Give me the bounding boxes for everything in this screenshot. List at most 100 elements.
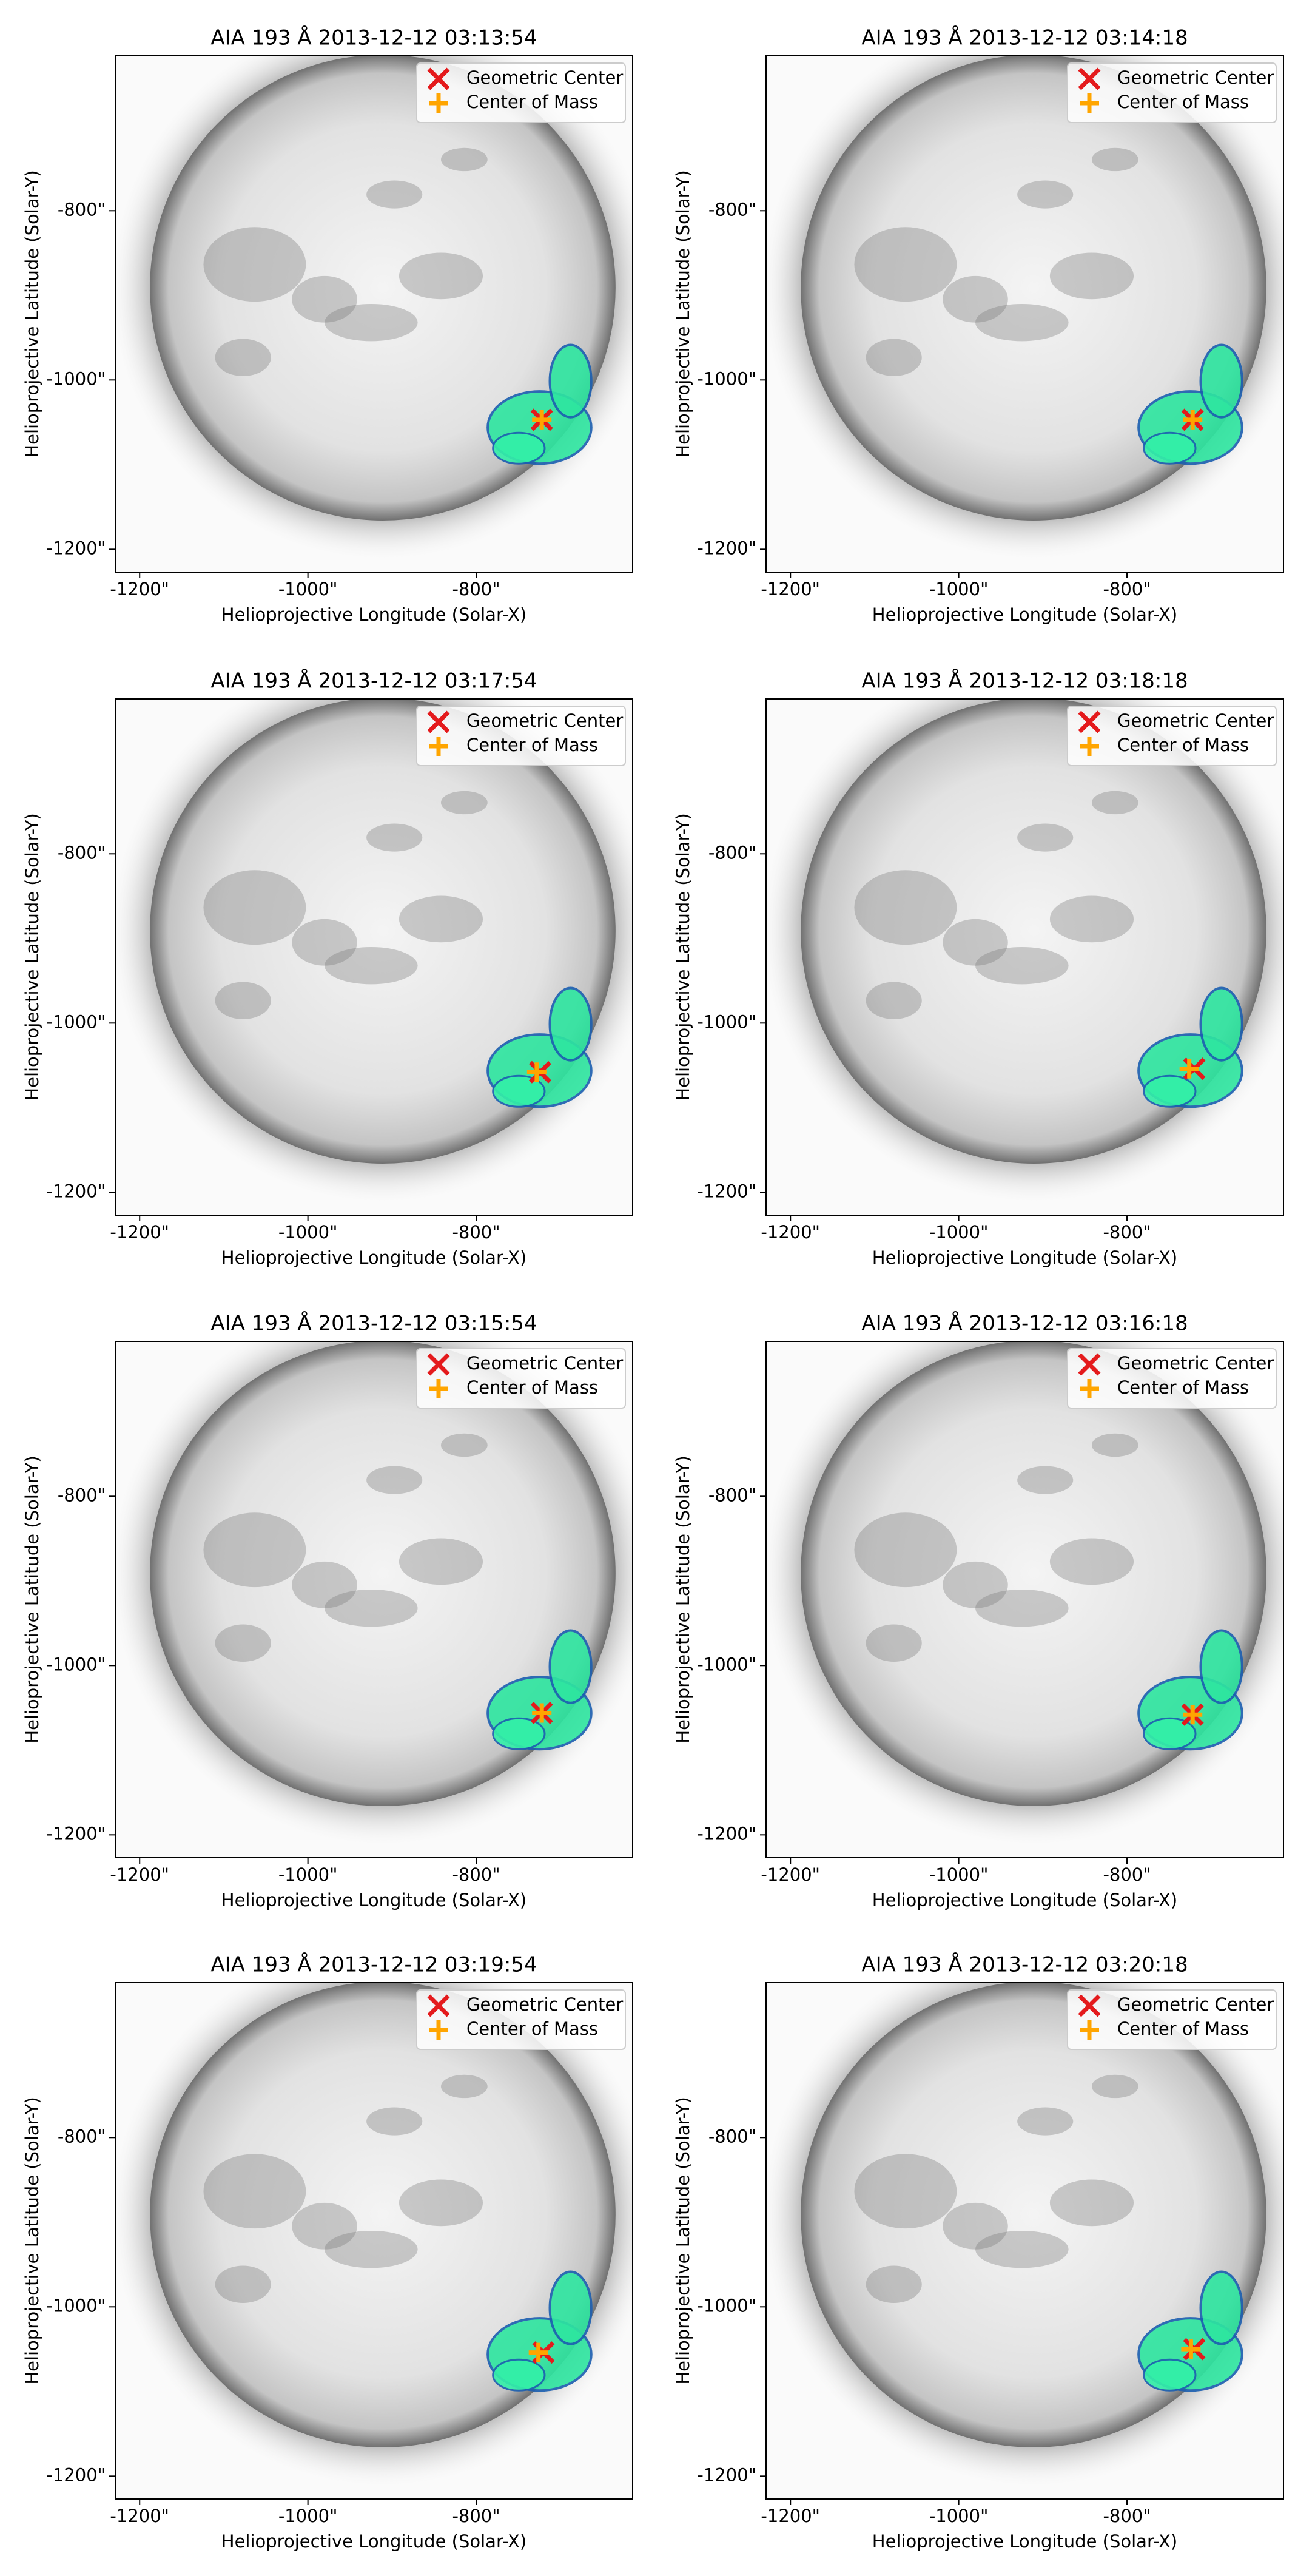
dark-region: [1049, 2179, 1134, 2227]
dark-region: [1017, 823, 1074, 852]
legend-box: [416, 62, 626, 123]
marker-stroke: [1078, 710, 1101, 733]
center-of-mass-marker: [1080, 2020, 1099, 2040]
y-axis-label: Helioprojective Latitude (Solar-Y): [22, 170, 42, 457]
dimming-region: [1143, 431, 1197, 465]
axes-frame: [115, 1982, 633, 2500]
dark-region: [943, 275, 1008, 323]
center-of-mass-marker: [1183, 410, 1203, 430]
dark-region: [325, 303, 418, 342]
y-axis-label: Helioprojective Latitude (Solar-Y): [673, 170, 693, 457]
x-tick-label: -800": [452, 579, 500, 599]
marker-stroke: [427, 710, 450, 733]
legend-box: [1067, 1989, 1277, 2050]
dark-region: [292, 1561, 357, 1608]
dark-region: [366, 1466, 423, 1494]
x-tick-label: -1000": [929, 1864, 989, 1885]
panel: -1200" -1000" -800" -1200" -1000" -800" AIA 19…: [22, 669, 633, 1268]
center-of-mass-marker: [1080, 1379, 1099, 1398]
dimming-region: [548, 1629, 593, 1704]
center-of-mass-marker: [429, 2020, 448, 2040]
chart-title: AIA 193 Å 2013-12-12 03:17:54: [210, 669, 537, 693]
dimming-region: [1143, 2358, 1197, 2392]
center-of-mass-marker: [1183, 1705, 1203, 1725]
y-axis-label: Helioprojective Latitude (Solar-Y): [673, 1455, 693, 1743]
legend: Geometric Center Center of Mass: [416, 62, 626, 123]
y-tick-label: -1000": [697, 1011, 756, 1032]
legend-label: Geometric Center: [1117, 710, 1274, 731]
geometric-center-marker: [1078, 1353, 1101, 1376]
legend: Geometric Center Center of Mass: [1067, 706, 1277, 766]
dimming-region: [548, 2270, 593, 2345]
dark-region: [325, 2230, 418, 2268]
axes-frame: [115, 1341, 633, 1858]
legend: Geometric Center Center of Mass: [416, 1348, 626, 1409]
dark-region: [292, 919, 357, 966]
dark-region: [1091, 2074, 1138, 2099]
geometric-center-marker: [1078, 1994, 1101, 2017]
x-axis-label: Helioprojective Longitude (Solar-X): [872, 1890, 1177, 1910]
y-axis-label: Helioprojective Latitude (Solar-Y): [22, 1455, 42, 1743]
chart-title: AIA 193 Å 2013-12-12 03:15:54: [210, 1311, 537, 1336]
y-tick-label: -1000": [697, 2295, 756, 2316]
chart-title: AIA 193 Å 2013-12-12 03:19:54: [210, 1952, 537, 1977]
x-axis-label: Helioprojective Longitude (Solar-X): [872, 2531, 1177, 2552]
y-tick-label: -800": [708, 842, 756, 863]
dark-region: [1049, 1538, 1134, 1585]
solar-image: [115, 56, 633, 572]
dark-region: [975, 303, 1069, 342]
marker-stroke: [1078, 1353, 1101, 1376]
y-tick-label: -1000": [697, 1654, 756, 1674]
y-axis-label: Helioprojective Latitude (Solar-Y): [22, 2097, 42, 2384]
legend-label: Geometric Center: [466, 67, 623, 88]
x-axis-label: Helioprojective Longitude (Solar-X): [221, 604, 526, 625]
legend-label: Geometric Center: [466, 710, 623, 731]
legend-label: Geometric Center: [1117, 67, 1274, 88]
dark-region: [1091, 791, 1138, 815]
x-tick-label: -1000": [278, 579, 338, 599]
panel: -1200" -1000" -800" -1200" -1000" -800" AIA 19…: [673, 25, 1284, 625]
dark-region: [943, 919, 1008, 966]
y-tick-label: -1000": [46, 1654, 106, 1674]
dark-region: [975, 2230, 1069, 2268]
marker-stroke: [1078, 67, 1101, 90]
dimming-region: [548, 986, 593, 1062]
dark-region: [292, 275, 357, 323]
legend-label: Geometric Center: [466, 1353, 623, 1374]
center-of-mass-marker: [532, 1703, 552, 1723]
marker-stroke: [427, 1994, 450, 2017]
dimming-region: [1199, 986, 1243, 1062]
chart-title: AIA 193 Å 2013-12-12 03:16:18: [861, 1311, 1188, 1336]
dark-region: [366, 823, 423, 852]
legend-label: Center of Mass: [466, 92, 598, 112]
x-tick-label: -1200": [761, 1864, 820, 1885]
y-tick-label: -1200": [46, 538, 106, 558]
solar-image: [766, 1341, 1283, 1858]
dimming-region: [492, 431, 546, 465]
y-tick-label: -800": [58, 1485, 106, 1505]
legend-box: [416, 1348, 626, 1409]
dark-region: [203, 870, 306, 945]
axes-frame: [115, 698, 633, 1216]
y-tick-label: -800": [58, 2126, 106, 2146]
dark-region: [1017, 2107, 1074, 2136]
solar-image: [766, 699, 1283, 1215]
x-tick-label: -800": [1103, 1864, 1151, 1885]
legend-label: Center of Mass: [1117, 735, 1249, 755]
x-tick-label: -1000": [929, 2506, 989, 2526]
legend-box: [416, 1989, 626, 2050]
dark-region: [1049, 895, 1134, 943]
dark-region: [866, 2265, 922, 2303]
x-tick-label: -1200": [110, 2506, 169, 2526]
dark-region: [1091, 147, 1138, 172]
legend-box: [1067, 706, 1277, 766]
legend: Geometric Center Center of Mass: [416, 1989, 626, 2050]
legend-label: Geometric Center: [1117, 1994, 1274, 2015]
x-tick-label: -1000": [929, 1222, 989, 1242]
dark-region: [399, 2179, 483, 2227]
dark-region: [203, 227, 306, 302]
legend: Geometric Center Center of Mass: [416, 706, 626, 766]
dark-region: [366, 180, 423, 209]
dimming-region: [1199, 1629, 1243, 1704]
